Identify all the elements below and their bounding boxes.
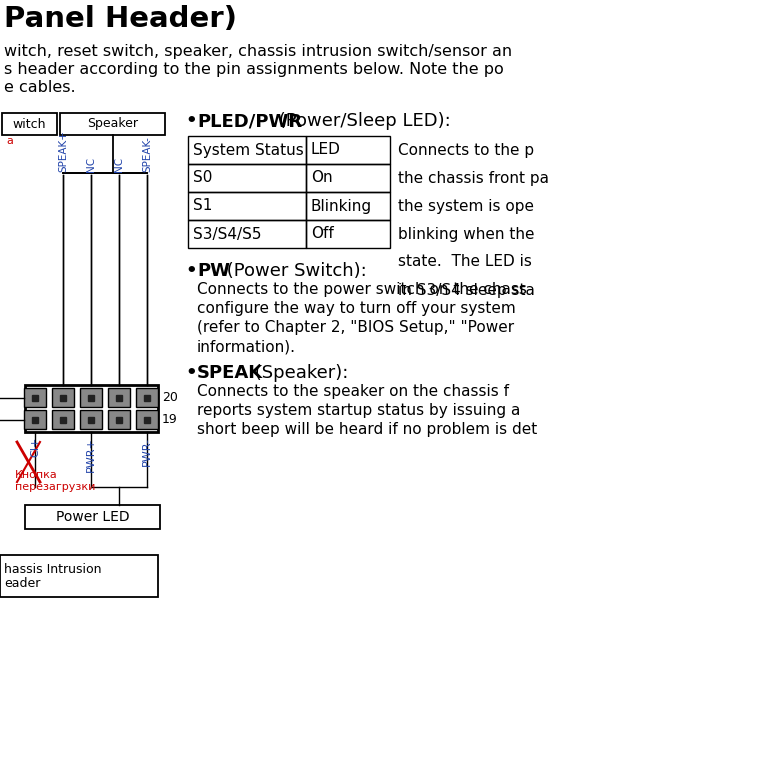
Bar xyxy=(24,410,46,429)
Text: S1: S1 xyxy=(193,198,213,214)
Bar xyxy=(25,385,158,432)
Text: configure the way to turn off your system: configure the way to turn off your syste… xyxy=(197,301,516,316)
Text: PLED/PWR: PLED/PWR xyxy=(197,112,302,130)
Text: information).: information). xyxy=(197,339,296,354)
Bar xyxy=(52,410,74,429)
Text: PWR-: PWR- xyxy=(142,437,152,466)
Text: hassis Intrusion: hassis Intrusion xyxy=(4,563,101,576)
Text: 20: 20 xyxy=(162,391,178,404)
Bar xyxy=(306,192,390,220)
Text: LED: LED xyxy=(311,143,341,157)
Text: in S3/S4 sleep sta: in S3/S4 sleep sta xyxy=(398,283,535,297)
Text: e cables.: e cables. xyxy=(4,80,75,95)
Bar xyxy=(188,192,306,220)
Text: S0: S0 xyxy=(193,170,213,186)
Text: •: • xyxy=(185,112,197,130)
Text: (Speaker):: (Speaker): xyxy=(249,364,349,382)
Bar xyxy=(25,505,160,529)
Text: Off: Off xyxy=(311,227,334,241)
Text: the chassis front pa: the chassis front pa xyxy=(398,170,549,186)
Text: •: • xyxy=(185,262,197,280)
Text: Connects to the speaker on the chassis f: Connects to the speaker on the chassis f xyxy=(197,384,509,399)
Text: witch: witch xyxy=(13,118,46,131)
Bar xyxy=(108,410,130,429)
Text: state.  The LED is: state. The LED is xyxy=(398,254,532,270)
Text: Connects to the power switch on the chass: Connects to the power switch on the chas… xyxy=(197,282,527,297)
Text: NC: NC xyxy=(86,157,96,172)
Text: CI+: CI+ xyxy=(30,437,40,458)
Bar xyxy=(306,220,390,248)
Bar xyxy=(306,164,390,192)
Text: witch, reset switch, speaker, chassis intrusion switch/sensor an: witch, reset switch, speaker, chassis in… xyxy=(4,44,512,59)
Bar xyxy=(0,555,158,597)
Bar xyxy=(2,113,57,135)
Bar xyxy=(188,136,306,164)
Text: (Power/Sleep LED):: (Power/Sleep LED): xyxy=(273,112,451,130)
Bar xyxy=(306,136,390,164)
Text: Blinking: Blinking xyxy=(311,198,372,214)
Text: short beep will be heard if no problem is det: short beep will be heard if no problem i… xyxy=(197,422,538,437)
Text: Panel Header): Panel Header) xyxy=(4,5,237,33)
Bar xyxy=(80,410,102,429)
Text: перезагрузки: перезагрузки xyxy=(15,482,95,492)
Text: SPEAK+: SPEAK+ xyxy=(58,130,68,172)
Bar xyxy=(136,410,158,429)
Bar xyxy=(80,388,102,407)
Bar xyxy=(188,220,306,248)
Text: blinking when the: blinking when the xyxy=(398,227,535,241)
Text: the system is ope: the system is ope xyxy=(398,198,534,214)
Text: (refer to Chapter 2, "BIOS Setup," "Power: (refer to Chapter 2, "BIOS Setup," "Powe… xyxy=(197,320,514,335)
Bar xyxy=(52,388,74,407)
Text: System Status: System Status xyxy=(193,143,304,157)
Text: SPEAK: SPEAK xyxy=(197,364,263,382)
Text: Connects to the p: Connects to the p xyxy=(398,143,534,157)
Bar xyxy=(108,388,130,407)
Text: On: On xyxy=(311,170,333,186)
Text: Power LED: Power LED xyxy=(56,510,129,524)
Text: NC: NC xyxy=(114,157,124,172)
Text: (Power Switch):: (Power Switch): xyxy=(221,262,367,280)
Text: PWR+: PWR+ xyxy=(86,437,96,472)
Text: Кнопка: Кнопка xyxy=(15,470,58,480)
Text: SPEAK-: SPEAK- xyxy=(142,136,152,172)
Bar xyxy=(24,388,46,407)
Text: eader: eader xyxy=(4,577,41,590)
Text: PW: PW xyxy=(197,262,230,280)
Text: S3/S4/S5: S3/S4/S5 xyxy=(193,227,261,241)
Bar xyxy=(136,388,158,407)
Text: Speaker: Speaker xyxy=(87,118,138,131)
Text: •: • xyxy=(185,364,197,382)
Text: а: а xyxy=(6,136,13,146)
Bar xyxy=(188,164,306,192)
Bar xyxy=(60,113,165,135)
Text: s header according to the pin assignments below. Note the po: s header according to the pin assignment… xyxy=(4,62,504,77)
Text: 19: 19 xyxy=(162,413,177,426)
Text: reports system startup status by issuing a: reports system startup status by issuing… xyxy=(197,403,521,418)
